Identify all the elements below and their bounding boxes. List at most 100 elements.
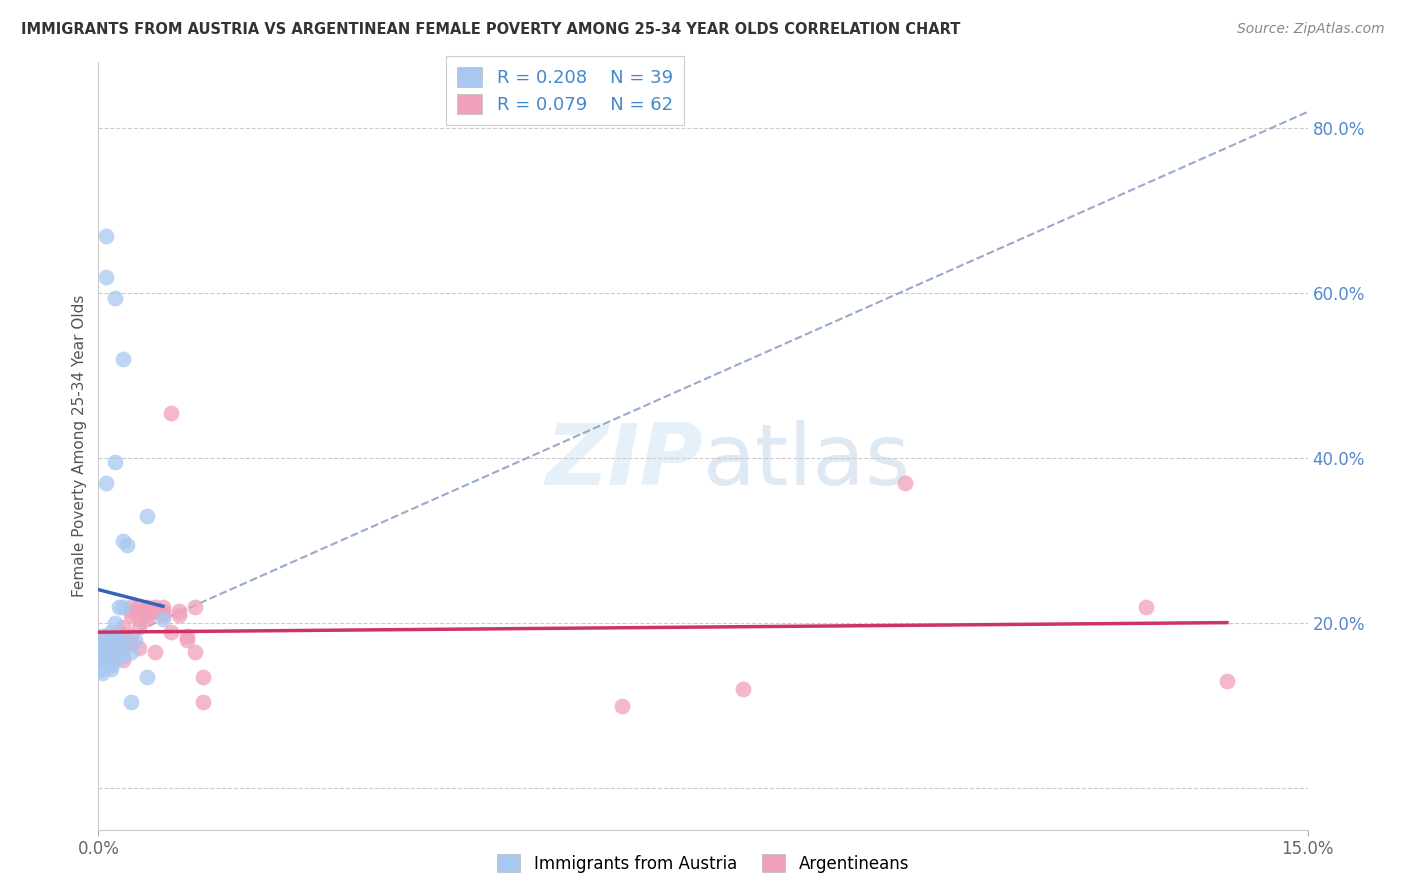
Point [111, 641, 134, 656]
Point [111, 649, 134, 664]
Point [128, 599, 150, 614]
Point [135, 670, 157, 684]
Point [111, 637, 134, 651]
Point [103, 291, 125, 305]
Point [135, 612, 157, 626]
Legend: Immigrants from Austria, Argentineans: Immigrants from Austria, Argentineans [491, 847, 915, 880]
Point [96, 649, 118, 664]
Point [100, 662, 122, 676]
Point [103, 632, 125, 647]
Point [120, 695, 142, 709]
Point [107, 599, 129, 614]
Point [96, 645, 118, 659]
Point [87, 649, 110, 664]
Point [160, 624, 183, 639]
Point [103, 455, 125, 469]
Point [111, 653, 134, 667]
Point [143, 599, 166, 614]
Point [103, 637, 125, 651]
Point [87, 637, 110, 651]
Point [128, 641, 150, 656]
Point [733, 682, 755, 697]
Point [96, 645, 118, 659]
Point [100, 624, 122, 639]
Point [103, 641, 125, 656]
Point [103, 645, 125, 659]
Point [103, 629, 125, 643]
Legend: R = 0.208    N = 39, R = 0.079    N = 62: R = 0.208 N = 39, R = 0.079 N = 62 [446, 56, 683, 125]
Point [96, 476, 118, 491]
Point [96, 228, 118, 243]
Point [120, 604, 142, 618]
Point [96, 637, 118, 651]
Point [100, 653, 122, 667]
Point [1135, 599, 1157, 614]
Point [120, 599, 142, 614]
Point [87, 649, 110, 664]
Point [111, 352, 134, 367]
Point [143, 645, 166, 659]
Point [96, 653, 118, 667]
Point [152, 612, 174, 626]
Point [96, 641, 118, 656]
Point [111, 599, 134, 614]
Point [135, 604, 157, 618]
Point [143, 604, 166, 618]
Point [96, 629, 118, 643]
Text: atlas: atlas [703, 420, 911, 503]
Point [120, 637, 142, 651]
Point [128, 604, 150, 618]
Point [100, 632, 122, 647]
Point [120, 629, 142, 643]
Point [1216, 674, 1239, 689]
Point [135, 509, 157, 524]
Point [103, 649, 125, 664]
Point [107, 645, 129, 659]
Point [184, 599, 207, 614]
Text: Source: ZipAtlas.com: Source: ZipAtlas.com [1237, 22, 1385, 37]
Point [107, 624, 129, 639]
Point [111, 632, 134, 647]
Point [111, 637, 134, 651]
Point [103, 653, 125, 667]
Point [128, 612, 150, 626]
Point [115, 538, 138, 552]
Point [193, 695, 215, 709]
Point [128, 620, 150, 634]
Point [111, 533, 134, 548]
Point [111, 629, 134, 643]
Point [96, 641, 118, 656]
Point [100, 657, 122, 672]
Point [103, 637, 125, 651]
Point [87, 637, 110, 651]
Point [167, 608, 190, 623]
Point [120, 608, 142, 623]
Point [152, 608, 174, 623]
Point [96, 637, 118, 651]
Text: ZIP: ZIP [546, 420, 703, 503]
Point [893, 476, 915, 491]
Point [96, 641, 118, 656]
Point [167, 604, 190, 618]
Point [152, 599, 174, 614]
Point [87, 653, 110, 667]
Point [160, 406, 183, 420]
Point [87, 632, 110, 647]
Point [152, 604, 174, 618]
Point [193, 670, 215, 684]
Point [91, 662, 114, 676]
Point [103, 632, 125, 647]
Point [176, 632, 198, 647]
Point [143, 604, 166, 618]
Y-axis label: Female Poverty Among 25-34 Year Olds: Female Poverty Among 25-34 Year Olds [72, 295, 87, 597]
Point [107, 637, 129, 651]
Point [96, 269, 118, 284]
Point [96, 653, 118, 667]
Point [91, 629, 114, 643]
Text: IMMIGRANTS FROM AUSTRIA VS ARGENTINEAN FEMALE POVERTY AMONG 25-34 YEAR OLDS CORR: IMMIGRANTS FROM AUSTRIA VS ARGENTINEAN F… [21, 22, 960, 37]
Point [612, 698, 634, 713]
Point [87, 641, 110, 656]
Point [111, 632, 134, 647]
Point [87, 641, 110, 656]
Point [135, 599, 157, 614]
